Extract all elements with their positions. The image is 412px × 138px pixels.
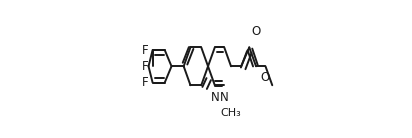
Text: O: O <box>251 25 261 38</box>
Text: CH₃: CH₃ <box>221 108 241 118</box>
Text: O: O <box>261 71 270 84</box>
Text: F: F <box>142 76 149 89</box>
Text: F: F <box>142 60 149 73</box>
Text: N: N <box>211 91 219 104</box>
Text: F: F <box>142 44 149 57</box>
Text: N: N <box>220 91 229 104</box>
